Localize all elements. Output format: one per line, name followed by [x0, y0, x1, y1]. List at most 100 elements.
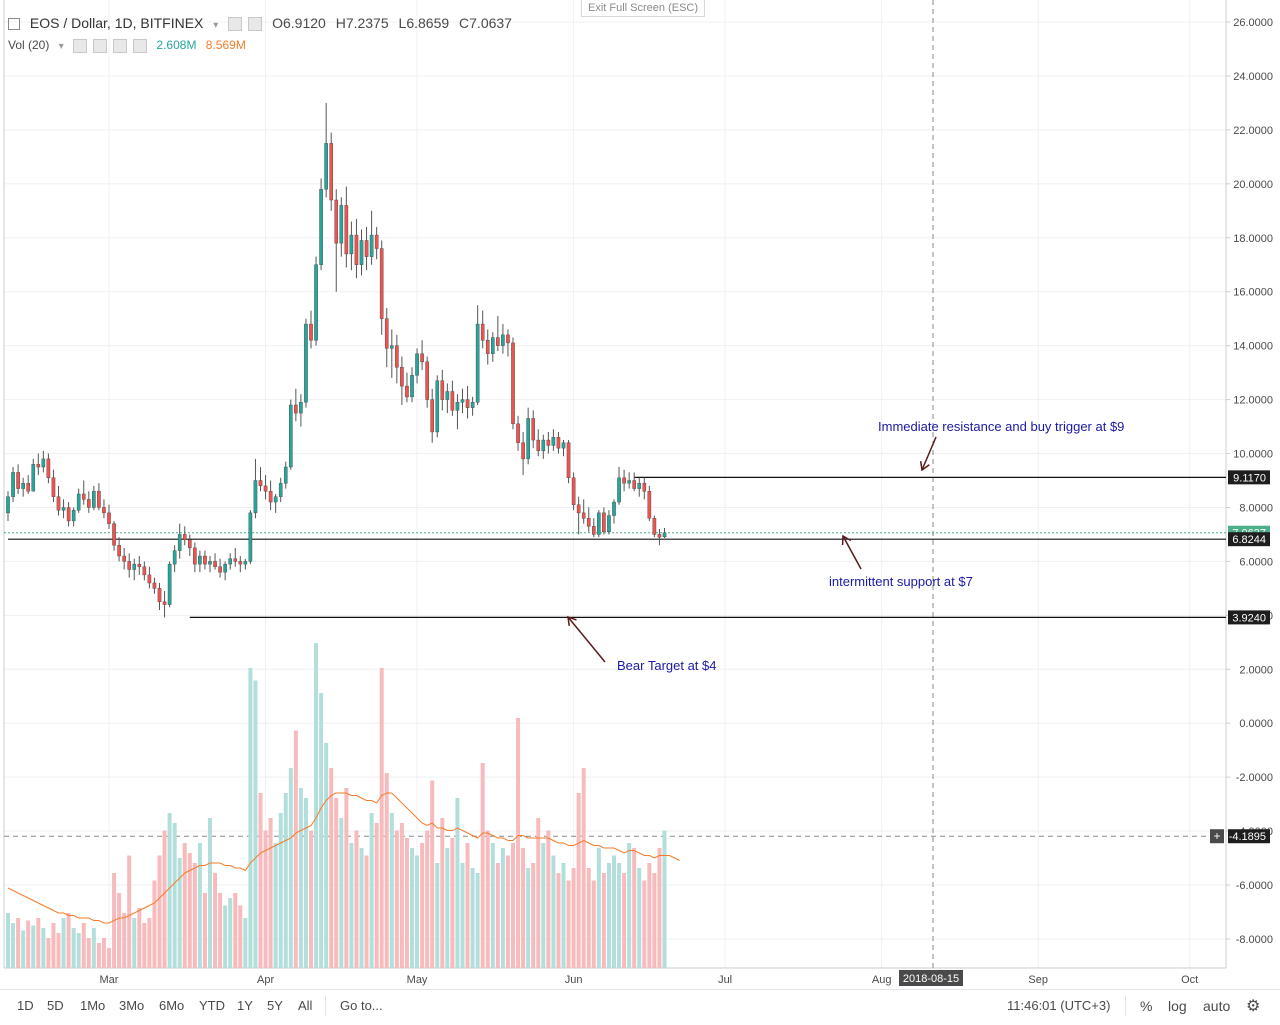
price-axis: 26.0000 24.0000 22.0000 20.0000 18.0000 16.00… — [1210, 0, 1280, 968]
candle-body — [445, 391, 450, 400]
eye-icon[interactable] — [73, 38, 88, 53]
candle — [137, 556, 142, 575]
plus-icon[interactable] — [1210, 829, 1224, 844]
price-label-badge[interactable]: 3.9240 — [1228, 610, 1270, 625]
volume-bar — [197, 843, 202, 968]
candle — [147, 566, 152, 589]
volume-bar — [21, 930, 26, 968]
candle-body — [86, 499, 91, 508]
volume-bar — [56, 933, 61, 968]
volume-bar — [61, 918, 66, 968]
log-toggle[interactable]: log — [1168, 998, 1187, 1014]
gear-icon[interactable] — [93, 38, 108, 53]
percent-toggle[interactable]: % — [1140, 998, 1153, 1014]
volume-bar — [460, 863, 465, 968]
annotation-label[interactable]: intermittent support at $7 — [829, 574, 973, 589]
candle — [652, 515, 657, 538]
gear-icon[interactable] — [248, 17, 263, 32]
volume-bar — [561, 863, 566, 968]
volume-bar — [571, 868, 576, 968]
candle-body — [258, 480, 263, 487]
time-tick-label: Sep — [1028, 974, 1048, 986]
candle-body — [223, 563, 227, 573]
candle — [581, 499, 586, 524]
close-icon[interactable] — [133, 38, 148, 53]
candle — [602, 507, 606, 535]
price-label-badge[interactable]: 9.1170 — [1228, 470, 1270, 485]
symbol-menu-icon[interactable] — [8, 18, 20, 31]
range-1y-button[interactable]: 1Y — [237, 998, 253, 1013]
volume-label[interactable]: Vol (20) — [8, 38, 50, 52]
candle — [253, 458, 258, 519]
range-ytd-button[interactable]: YTD — [199, 998, 225, 1013]
candle — [329, 132, 334, 211]
candle — [299, 394, 303, 427]
candle-body — [657, 534, 662, 538]
price-label-badge[interactable]: -4.1895 + — [1210, 829, 1270, 844]
chevron-down-icon[interactable]: ▾ — [58, 41, 64, 52]
candle — [233, 547, 238, 567]
candle-body — [566, 442, 571, 479]
range-all-button[interactable]: All — [298, 998, 313, 1013]
candle-body — [374, 234, 379, 249]
candle — [541, 434, 546, 459]
volume-bar — [394, 830, 399, 968]
candle — [485, 329, 490, 365]
range-3mo-button[interactable]: 3Mo — [119, 998, 145, 1013]
volume-bar — [152, 880, 157, 968]
candle-body — [177, 534, 182, 551]
candle-body — [430, 399, 435, 433]
volume-bar — [223, 905, 228, 968]
volume-bar — [86, 938, 91, 968]
candle-body — [622, 477, 626, 484]
range-1d-button[interactable]: 1D — [17, 998, 34, 1013]
candle — [102, 499, 106, 519]
range-5d-button[interactable]: 5D — [47, 998, 64, 1013]
candle — [405, 372, 409, 403]
chevron-down-icon[interactable]: ▾ — [213, 20, 219, 31]
candle-body — [324, 143, 328, 190]
candle — [511, 337, 515, 430]
volume-bar — [425, 830, 430, 968]
candle-body — [395, 345, 399, 368]
volume-bar — [495, 863, 500, 968]
candle-body — [193, 547, 197, 565]
candle — [586, 507, 591, 532]
exit-fullscreen-button[interactable]: Exit Full Screen (ESC) — [581, 0, 706, 17]
volume-bar — [253, 680, 258, 968]
range-5y-button[interactable]: 5Y — [267, 998, 283, 1013]
annotation-arrow[interactable] — [921, 436, 937, 471]
candle-body — [218, 566, 222, 573]
candle-body — [571, 477, 576, 505]
bottom-toolbar: 1D 5D 1Mo 3Mo 6Mo YTD 1Y 5Y All Go to...… — [0, 989, 1280, 1025]
volume-bar — [657, 848, 662, 968]
candle — [516, 415, 520, 451]
eye-icon[interactable] — [228, 17, 243, 32]
volume-bar — [647, 863, 652, 968]
volume-bar — [273, 843, 278, 968]
range-1mo-button[interactable]: 1Mo — [80, 998, 106, 1013]
gear-icon[interactable]: ⚙ — [1246, 998, 1261, 1015]
clock-timezone[interactable]: 11:46:01 (UTC+3) — [1007, 998, 1111, 1013]
range-6mo-button[interactable]: 6Mo — [159, 998, 185, 1013]
annotation-label[interactable]: Bear Target at $4 — [617, 658, 717, 673]
candle-body — [334, 199, 339, 244]
candle-body — [369, 234, 374, 257]
candle — [258, 467, 263, 492]
goto-button[interactable]: Go to... — [340, 998, 383, 1013]
annotation-arrow[interactable] — [567, 616, 606, 663]
annotation-arrow[interactable] — [842, 535, 862, 570]
candle-body — [76, 493, 81, 511]
symbol-title[interactable]: EOS / Dollar, 1D, BITFINEX — [29, 15, 204, 31]
candle-body — [233, 558, 238, 562]
price-label-box — [1228, 610, 1270, 625]
volume-bar — [319, 693, 324, 968]
price-label-badge[interactable]: 6.8244 — [1228, 532, 1270, 547]
candle-body — [612, 501, 616, 516]
candle-body — [36, 464, 41, 468]
plus-icon[interactable] — [113, 38, 128, 53]
auto-toggle[interactable]: auto — [1203, 998, 1231, 1014]
annotation-label[interactable]: Immediate resistance and buy trigger at … — [878, 419, 1124, 434]
price-tick-label: 22.0000 — [1233, 125, 1273, 137]
